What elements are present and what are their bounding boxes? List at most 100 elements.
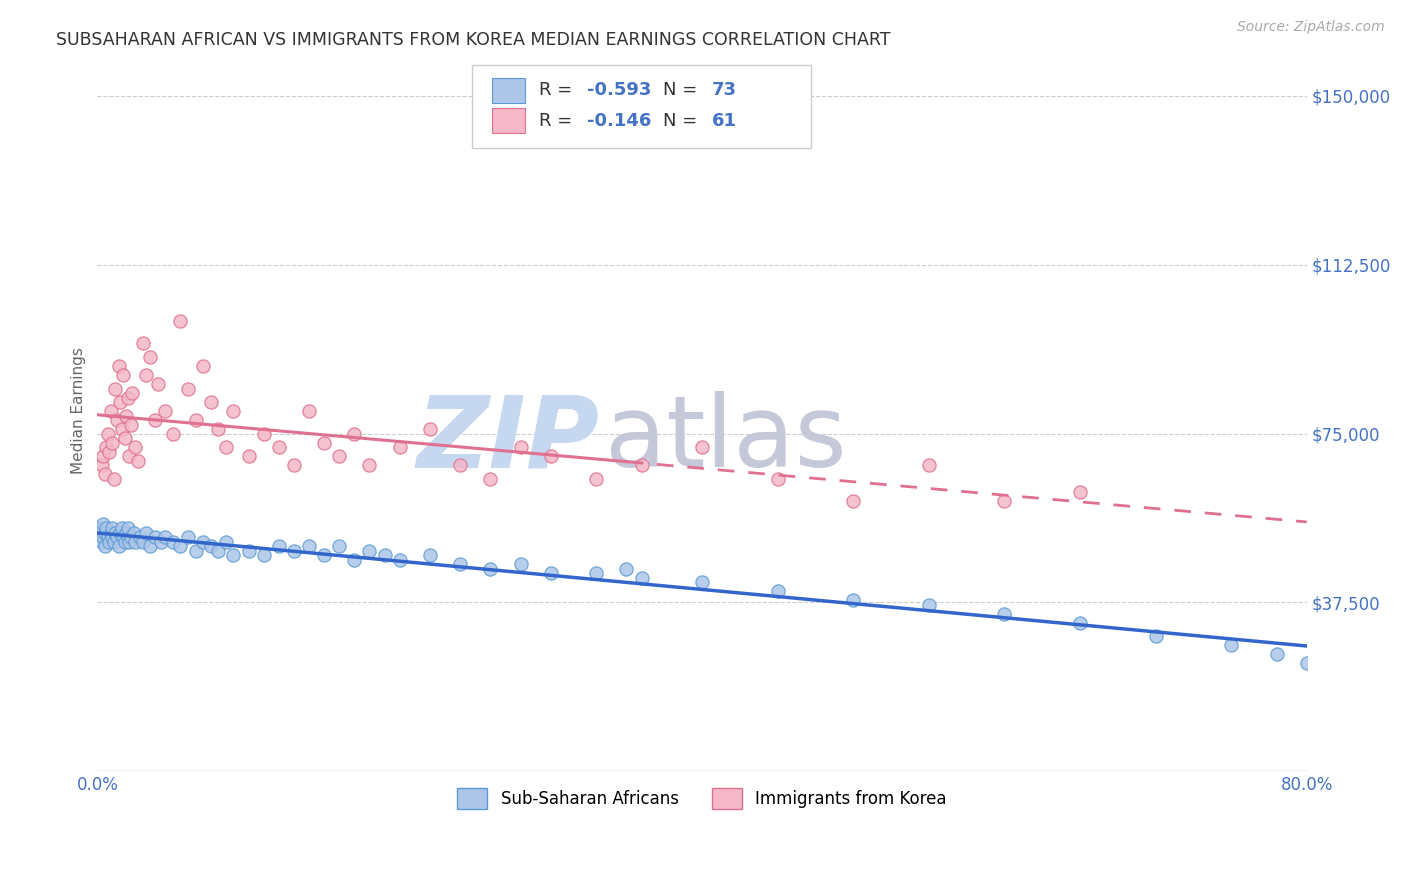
Y-axis label: Median Earnings: Median Earnings [72,348,86,475]
Text: 73: 73 [711,81,737,99]
Point [267,539,290,553]
Point [100,525,122,540]
FancyBboxPatch shape [472,65,811,148]
Point [283,543,305,558]
Point [993,607,1015,621]
Point [343,552,366,566]
Point [200,539,222,553]
Point [108,525,131,540]
Point [107,539,129,553]
Point [105,413,128,427]
Point [98,444,121,458]
FancyBboxPatch shape [492,108,526,133]
Point [630,458,652,472]
Point [253,426,276,441]
Point [135,525,157,540]
Point [117,530,139,544]
Point [1069,615,1091,630]
Point [115,409,138,423]
Point [479,562,502,576]
Point [207,543,229,558]
Point [328,449,350,463]
Point [207,422,229,436]
Point [107,359,129,373]
Point [98,534,121,549]
Point [169,539,191,553]
Point [94,525,117,540]
Point [139,350,162,364]
Point [93,449,115,463]
Point [124,440,146,454]
Point [122,525,145,540]
Point [110,422,132,436]
Point [184,543,207,558]
Point [90,458,112,472]
Point [103,472,125,486]
Point [139,539,162,553]
FancyBboxPatch shape [492,78,526,103]
Point [131,336,153,351]
Point [842,494,865,508]
Point [94,539,117,553]
Point [177,530,200,544]
Point [104,382,127,396]
Point [118,534,141,549]
Point [162,534,184,549]
Point [135,368,157,382]
Point [328,539,350,553]
Point [215,534,238,549]
Point [540,566,562,581]
Point [1069,485,1091,500]
Point [359,543,381,558]
Text: Source: ZipAtlas.com: Source: ZipAtlas.com [1237,20,1385,34]
Point [419,548,441,562]
Text: -0.593: -0.593 [588,81,651,99]
Point [146,376,169,391]
Point [117,391,139,405]
Point [993,494,1015,508]
Text: R =: R = [538,112,578,129]
Point [314,435,336,450]
Point [616,562,638,576]
Point [690,440,713,454]
Point [238,449,260,463]
Text: R =: R = [538,81,578,99]
Point [127,453,149,467]
Point [766,472,789,486]
Point [131,534,153,549]
Point [238,543,260,558]
Point [162,426,184,441]
Point [120,530,142,544]
Point [388,552,411,566]
Point [374,548,396,562]
Point [90,534,112,549]
Text: atlas: atlas [606,392,846,488]
Point [110,521,132,535]
Point [388,440,411,454]
Point [114,431,136,445]
Point [105,530,128,544]
Point [96,521,118,535]
Point [918,598,941,612]
Point [449,557,471,571]
Point [108,395,131,409]
Point [918,458,941,472]
Point [93,530,115,544]
Point [766,584,789,599]
Point [101,435,124,450]
Point [222,548,245,562]
Point [1220,638,1243,652]
Point [96,440,118,454]
Point [117,521,139,535]
Point [89,525,111,540]
Point [155,530,177,544]
Point [200,395,222,409]
Point [193,359,215,373]
Point [97,530,120,544]
Point [630,571,652,585]
Point [343,426,366,441]
Point [222,404,245,418]
Point [298,404,321,418]
Point [509,557,531,571]
Point [149,534,172,549]
